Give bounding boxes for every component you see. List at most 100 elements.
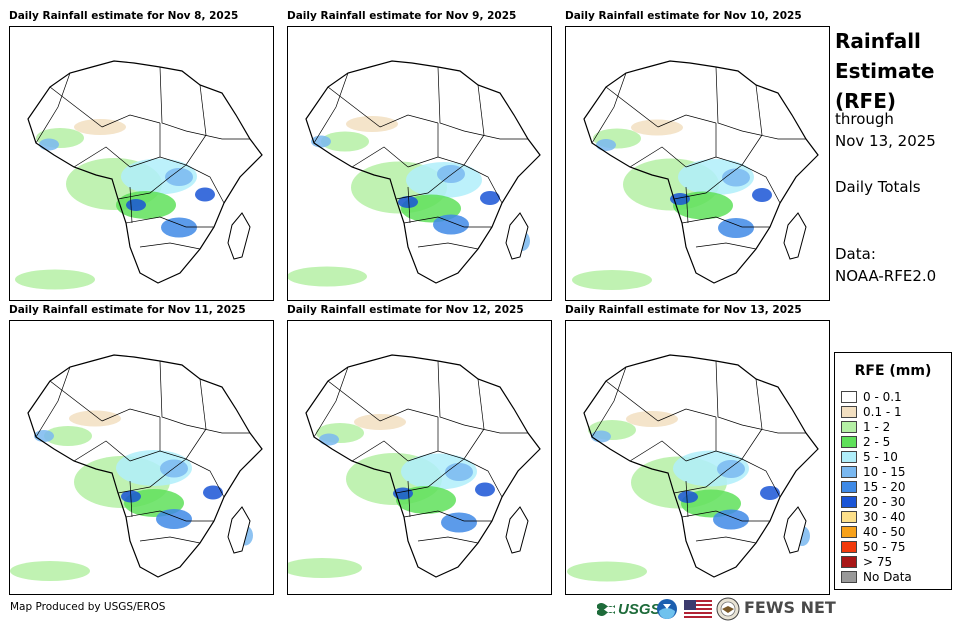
legend-swatch — [841, 420, 857, 433]
country-border — [715, 66, 743, 132]
country-border — [129, 480, 133, 518]
map-panel-nov-9: Daily Rainfall estimate for Nov 9, 2025 — [287, 10, 552, 301]
country-border — [125, 510, 214, 522]
africa-map-graphic — [572, 60, 819, 290]
country-border — [673, 164, 743, 200]
through-label: through — [835, 110, 894, 128]
country-border — [379, 114, 439, 128]
legend-item: 30 - 40 — [841, 509, 906, 524]
rainfall-area — [480, 191, 500, 205]
rainfall-area — [69, 410, 121, 427]
panel-title: Daily Rainfall estimate for Nov 8, 2025 — [9, 10, 239, 22]
country-border — [117, 164, 187, 200]
country-border — [437, 66, 465, 132]
rainfall-map — [565, 320, 830, 595]
country-border — [463, 164, 503, 204]
country-border — [605, 86, 659, 128]
legend-label: > 75 — [863, 554, 893, 569]
rainfall-area — [39, 138, 59, 151]
country-border — [313, 72, 349, 144]
country-border — [417, 242, 479, 250]
rainfall-area — [626, 411, 678, 427]
legend-swatch — [841, 495, 857, 508]
rainfall-area — [346, 116, 398, 132]
country-border — [591, 72, 627, 144]
legend-title: RFE (mm) — [854, 363, 932, 379]
country-border — [129, 134, 207, 168]
legend-item: 20 - 30 — [841, 494, 906, 509]
rainfall-map — [565, 26, 830, 301]
country-border — [695, 536, 757, 544]
map-panel-nov-13: Daily Rainfall estimate for Nov 13, 2025 — [565, 304, 830, 595]
country-border — [629, 146, 687, 168]
rainfall-area — [678, 491, 698, 503]
title-line-1: Rainfall — [835, 29, 921, 53]
country-border — [159, 66, 187, 132]
country-border — [673, 458, 743, 494]
usgs-wave-icon — [597, 603, 615, 616]
noaa-logo-icon — [657, 599, 677, 619]
legend-item: > 75 — [841, 554, 892, 569]
legend-swatch — [841, 510, 857, 523]
legend-item: 10 - 15 — [841, 464, 906, 479]
data-source: NOAA-RFE2.0 — [835, 267, 937, 285]
legend-label: 2 - 5 — [863, 434, 891, 449]
legend-swatch — [841, 435, 857, 448]
rainfall-area — [572, 270, 652, 290]
rainfall-area — [722, 168, 750, 187]
country-border — [715, 360, 743, 426]
legend-item: 40 - 50 — [841, 524, 906, 539]
country-border — [477, 378, 485, 430]
country-border — [73, 146, 131, 168]
rainfall-area — [713, 509, 749, 530]
rainfall-area — [160, 459, 188, 478]
country-border — [407, 480, 411, 518]
country-border — [463, 130, 528, 140]
country-border — [685, 186, 689, 224]
legend-item: 50 - 75 — [841, 539, 906, 554]
country-border — [395, 458, 465, 494]
country-border — [35, 366, 71, 438]
rainfall-area — [441, 512, 477, 533]
rainfall-map — [9, 320, 274, 595]
country-border — [117, 458, 187, 494]
rainfall-area — [717, 460, 745, 478]
legend-swatch — [841, 570, 857, 583]
rainfall-area — [319, 433, 339, 446]
legend-label: 0 - 0.1 — [863, 389, 902, 404]
country-border — [199, 84, 207, 136]
legend-label: 30 - 40 — [863, 509, 906, 524]
country-border — [139, 242, 201, 250]
product-title: Rainfall Estimate (RFE) — [835, 26, 934, 116]
country-border — [685, 428, 763, 462]
rainfall-area — [591, 430, 611, 443]
rainfall-map — [287, 320, 552, 595]
country-border — [139, 536, 201, 544]
country-border — [681, 510, 770, 522]
madagascar-outline — [783, 212, 807, 260]
country-border — [477, 84, 485, 136]
madagascar-outline — [505, 506, 529, 554]
legend-swatch — [841, 480, 857, 493]
panel-title: Daily Rainfall estimate for Nov 13, 2025 — [565, 304, 802, 316]
rainfall-area — [445, 463, 473, 481]
rainfall-area — [203, 485, 223, 500]
country-border — [351, 146, 409, 168]
country-border — [125, 216, 214, 228]
legend-label: 40 - 50 — [863, 524, 906, 539]
rainfall-area — [156, 509, 192, 529]
legend-swatch — [841, 540, 857, 553]
rainfall-area — [760, 486, 780, 500]
country-border — [395, 164, 465, 200]
country-border — [185, 458, 225, 498]
africa-map-graphic — [15, 60, 263, 290]
legend-label: 0.1 - 1 — [863, 404, 902, 419]
country-border — [741, 424, 806, 434]
africa-map-graphic — [288, 354, 541, 578]
rainfall-area — [44, 426, 92, 446]
madagascar-outline — [227, 212, 251, 260]
rainfall-area — [165, 168, 193, 186]
legend-item: 5 - 10 — [841, 449, 898, 464]
rainfall-area — [596, 139, 616, 151]
country-border — [379, 408, 439, 422]
